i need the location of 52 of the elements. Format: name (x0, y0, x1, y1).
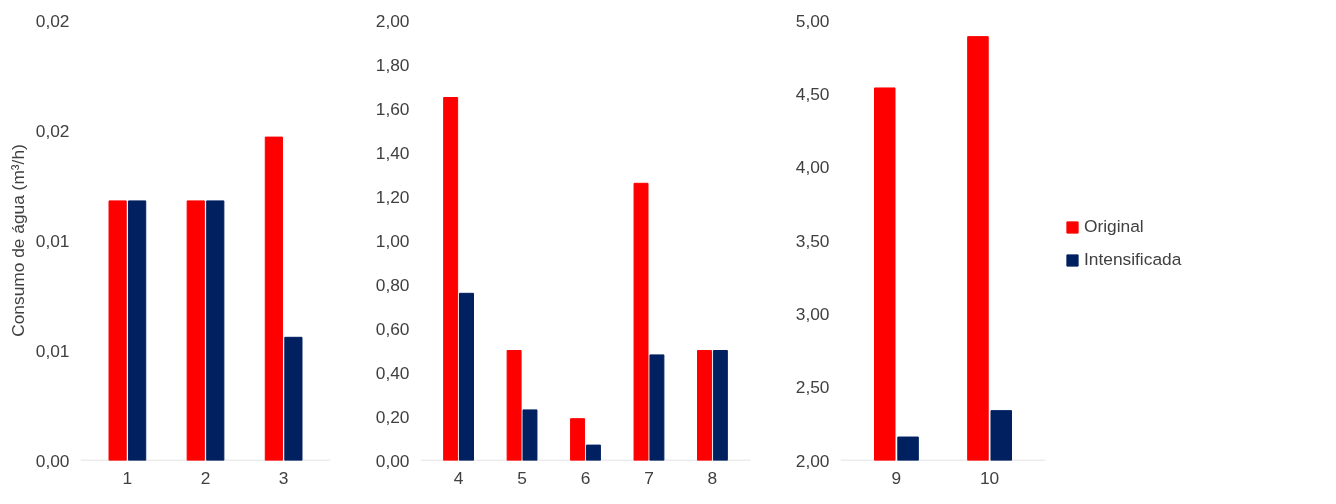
bar (712, 350, 728, 461)
y-tick-label: 5,00 (795, 10, 830, 31)
y-tick-label: 2,00 (375, 10, 410, 31)
y-axis-title: Consumo de água (m³/h) (7, 144, 28, 337)
bar (264, 136, 283, 461)
bar (459, 292, 474, 461)
y-tick-label: 1,40 (375, 142, 410, 163)
y-tick-label: 0,02 (35, 120, 70, 141)
y-tick-label: 0,00 (35, 450, 70, 471)
legend-label: Intensificada (1084, 249, 1182, 270)
x-tick-label: 4 (453, 467, 464, 488)
x-tick-label: 7 (644, 467, 654, 488)
y-tick-label: 4,50 (795, 83, 830, 104)
x-tick-label: 1 (122, 467, 133, 488)
bar (585, 444, 601, 461)
y-tick-label: 1,60 (375, 98, 410, 119)
y-tick-label: 0,60 (375, 318, 410, 339)
bar (506, 350, 522, 461)
bar (108, 200, 127, 461)
bar (128, 200, 147, 461)
x-tick-label: 10 (979, 467, 1000, 488)
y-tick-label: 0,02 (35, 10, 70, 31)
y-tick-label: 3,50 (795, 230, 830, 251)
y-tick-label: 0,01 (35, 340, 70, 361)
x-tick-label: 9 (891, 467, 902, 488)
y-tick-label: 3,00 (795, 303, 830, 324)
bar (522, 409, 538, 461)
y-tick-label: 0,20 (375, 406, 410, 427)
y-tick-label: 2,50 (795, 377, 830, 398)
bar (186, 200, 205, 461)
y-tick-label: 1,80 (375, 54, 410, 75)
y-tick-label: 1,00 (375, 230, 410, 251)
bar (206, 200, 225, 461)
bar (284, 336, 303, 461)
y-tick-label: 2,00 (795, 450, 830, 471)
x-tick-label: 6 (580, 467, 591, 488)
bar (649, 354, 665, 461)
y-tick-label: 1,20 (375, 186, 410, 207)
bar (697, 350, 712, 461)
y-tick-label: 0,80 (375, 274, 410, 295)
legend-label: Original (1084, 216, 1144, 237)
bar (633, 182, 649, 461)
x-tick-label: 5 (517, 467, 527, 488)
y-tick-label: 0,01 (35, 230, 70, 251)
bar (443, 97, 459, 461)
x-tick-label: 2 (200, 467, 211, 488)
x-tick-label: 8 (707, 467, 718, 488)
y-tick-label: 0,00 (375, 450, 410, 471)
bar (570, 418, 586, 461)
x-tick-label: 3 (278, 467, 289, 488)
y-tick-label: 0,40 (375, 362, 410, 383)
y-tick-label: 4,00 (795, 157, 830, 178)
